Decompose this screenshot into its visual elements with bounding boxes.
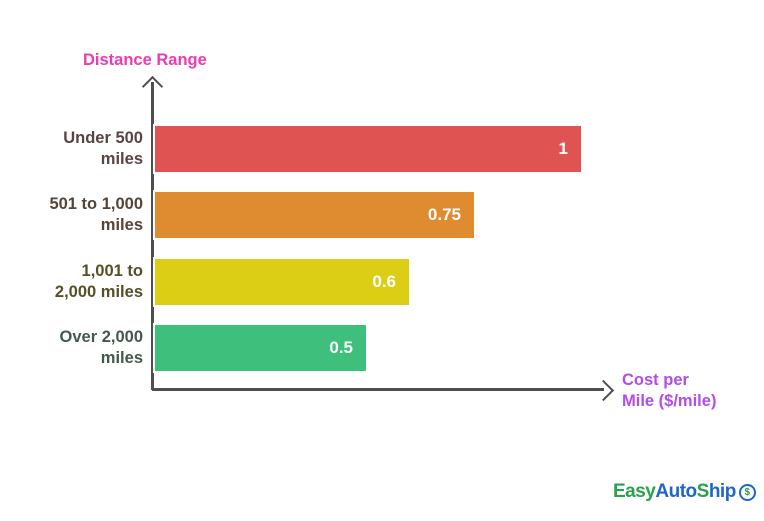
category-label-line: 501 to 1,000 [49,195,143,213]
category-label-line: miles [100,150,143,168]
bar-row: 1,001 to 2,000 miles 0.6 [0,257,764,307]
logo-text-segment: hip [708,481,737,502]
bar-value-label: 0.75 [427,205,461,224]
x-axis-line [152,388,604,391]
category-label-line: miles [100,349,143,367]
bar: 0.75 [153,190,476,240]
bar: 0.6 [153,257,411,307]
category-label-line: 1,001 to [81,262,143,280]
logo-text-segment: Easy [613,481,656,502]
y-axis-title: Distance Range [83,51,207,69]
bar-row: Over 2,000 miles 0.5 [0,323,764,373]
logo-dollar-circle-icon: $ [738,483,756,501]
bar-row: 501 to 1,000 miles 0.75 [0,190,764,240]
x-axis-title-line2: Mile ($/mile) [622,392,717,410]
category-label: Under 500 miles [0,128,143,170]
bar: 1 [153,124,583,174]
bar: 0.5 [153,323,368,373]
x-axis-title: Cost per Mile ($/mile) [622,370,742,412]
bar-value-label: 1 [558,139,568,158]
category-label-line: Under 500 [63,129,143,147]
category-label-line: 2,000 miles [54,283,143,301]
y-axis-line [151,82,154,390]
bar-value-label: 0.5 [329,338,353,357]
logo-text-segment: S [696,481,710,502]
bar-row: Under 500 miles 1 [0,124,764,174]
category-label: Over 2,000 miles [0,327,143,369]
bar-value-label: 0.6 [372,272,396,291]
category-label-line: miles [100,216,143,234]
x-axis-title-line1: Cost per [622,371,689,389]
category-label: 1,001 to 2,000 miles [0,261,143,303]
logo-text-segment: Auto [655,481,697,502]
category-label-line: Over 2,000 [59,328,143,346]
category-label: 501 to 1,000 miles [0,194,143,236]
